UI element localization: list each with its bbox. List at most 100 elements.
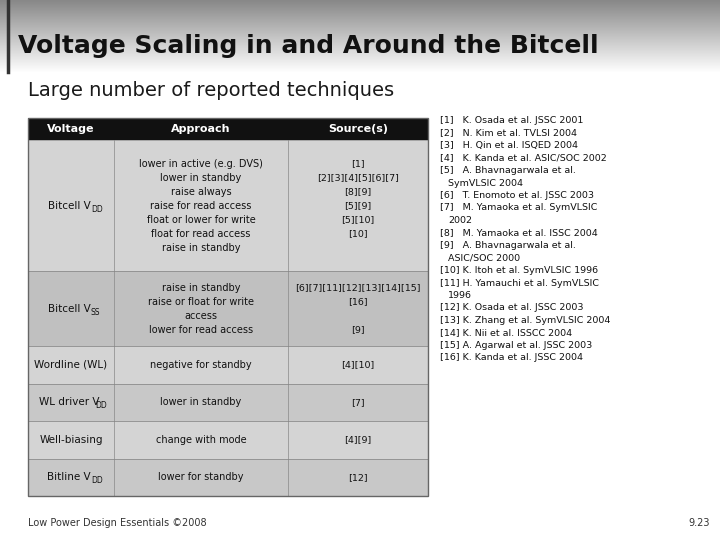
Bar bbox=[0, 71, 720, 72]
Bar bbox=[0, 41, 720, 42]
Text: Approach: Approach bbox=[171, 124, 230, 134]
Text: access: access bbox=[184, 310, 217, 321]
Text: [3]   H. Qin et al. ISQED 2004: [3] H. Qin et al. ISQED 2004 bbox=[440, 141, 578, 150]
Bar bbox=[0, 66, 720, 67]
Text: lower in active (e.g. DVS): lower in active (e.g. DVS) bbox=[139, 159, 263, 168]
Bar bbox=[0, 39, 720, 40]
Text: DD: DD bbox=[95, 401, 107, 410]
Text: [6]   T. Enomoto et al. JSSC 2003: [6] T. Enomoto et al. JSSC 2003 bbox=[440, 191, 594, 200]
FancyBboxPatch shape bbox=[28, 383, 428, 421]
Text: lower for read access: lower for read access bbox=[149, 325, 253, 335]
Text: [10] K. Itoh et al. SymVLSIC 1996: [10] K. Itoh et al. SymVLSIC 1996 bbox=[440, 266, 598, 275]
Bar bbox=[0, 34, 720, 35]
Text: lower in standby: lower in standby bbox=[161, 173, 242, 183]
Text: raise or float for write: raise or float for write bbox=[148, 296, 254, 307]
Text: Bitline V: Bitline V bbox=[48, 472, 91, 482]
Text: [8]   M. Yamaoka et al. ISSC 2004: [8] M. Yamaoka et al. ISSC 2004 bbox=[440, 228, 598, 238]
Text: Large number of reported techniques: Large number of reported techniques bbox=[28, 80, 394, 99]
Text: raise always: raise always bbox=[171, 187, 231, 197]
Bar bbox=[0, 3, 720, 4]
Text: lower in standby: lower in standby bbox=[161, 397, 242, 407]
Bar bbox=[0, 12, 720, 13]
Bar bbox=[0, 29, 720, 30]
Text: [1]   K. Osada et al. JSSC 2001: [1] K. Osada et al. JSSC 2001 bbox=[440, 116, 583, 125]
Text: raise for read access: raise for read access bbox=[150, 200, 252, 211]
Text: [7]: [7] bbox=[351, 398, 365, 407]
Bar bbox=[0, 47, 720, 48]
Text: 1996: 1996 bbox=[448, 291, 472, 300]
FancyBboxPatch shape bbox=[28, 346, 428, 383]
Text: lower for standby: lower for standby bbox=[158, 472, 244, 482]
Bar bbox=[0, 14, 720, 15]
Bar bbox=[0, 37, 720, 38]
Bar bbox=[0, 9, 720, 10]
Bar bbox=[0, 18, 720, 19]
Text: [8][9]: [8][9] bbox=[344, 187, 372, 196]
Text: Voltage: Voltage bbox=[48, 124, 95, 134]
Bar bbox=[0, 46, 720, 47]
Bar bbox=[0, 24, 720, 25]
Bar bbox=[0, 52, 720, 53]
Bar bbox=[0, 64, 720, 65]
Bar bbox=[0, 54, 720, 55]
Bar bbox=[0, 30, 720, 31]
Text: [7]   M. Yamaoka et al. SymVLSIC: [7] M. Yamaoka et al. SymVLSIC bbox=[440, 204, 598, 213]
Text: [5][10]: [5][10] bbox=[341, 215, 374, 224]
Bar bbox=[0, 53, 720, 54]
Text: WL driver V: WL driver V bbox=[39, 397, 99, 407]
Text: [4][10]: [4][10] bbox=[341, 360, 374, 369]
Text: [6][7][11][12][13][14][15]: [6][7][11][12][13][14][15] bbox=[295, 283, 420, 292]
Bar bbox=[0, 8, 720, 9]
Bar bbox=[0, 20, 720, 21]
Bar bbox=[0, 55, 720, 56]
Bar bbox=[0, 16, 720, 17]
Bar bbox=[0, 32, 720, 33]
Text: 2002: 2002 bbox=[448, 216, 472, 225]
Bar bbox=[0, 61, 720, 62]
Text: Wordline (WL): Wordline (WL) bbox=[35, 360, 107, 370]
Text: [2][3][4][5][6][7]: [2][3][4][5][6][7] bbox=[317, 173, 399, 182]
FancyBboxPatch shape bbox=[28, 118, 428, 140]
Text: [4]   K. Kanda et al. ASIC/SOC 2002: [4] K. Kanda et al. ASIC/SOC 2002 bbox=[440, 153, 607, 163]
Text: float for read access: float for read access bbox=[151, 228, 251, 239]
Text: [11] H. Yamauchi et al. SymVLSIC: [11] H. Yamauchi et al. SymVLSIC bbox=[440, 279, 599, 287]
Bar bbox=[0, 49, 720, 50]
Text: [2]   N. Kim et al. TVLSI 2004: [2] N. Kim et al. TVLSI 2004 bbox=[440, 129, 577, 138]
Text: float or lower for write: float or lower for write bbox=[147, 214, 256, 225]
Text: Voltage Scaling in and Around the Bitcell: Voltage Scaling in and Around the Bitcel… bbox=[18, 34, 598, 58]
Bar bbox=[0, 26, 720, 27]
Bar bbox=[0, 2, 720, 3]
Text: ASIC/SOC 2000: ASIC/SOC 2000 bbox=[448, 253, 520, 262]
Bar bbox=[0, 15, 720, 16]
Bar bbox=[0, 63, 720, 64]
Bar bbox=[0, 13, 720, 14]
Text: Well-biasing: Well-biasing bbox=[40, 435, 103, 445]
Bar bbox=[0, 43, 720, 44]
Text: [16]: [16] bbox=[348, 297, 368, 306]
Text: SS: SS bbox=[91, 308, 100, 316]
Text: [10]: [10] bbox=[348, 229, 368, 238]
Bar bbox=[0, 7, 720, 8]
Text: raise in standby: raise in standby bbox=[162, 242, 240, 253]
Bar bbox=[0, 6, 720, 7]
Bar bbox=[0, 0, 720, 1]
Text: Bitcell V: Bitcell V bbox=[48, 200, 91, 211]
Text: [14] K. Nii et al. ISSCC 2004: [14] K. Nii et al. ISSCC 2004 bbox=[440, 328, 572, 338]
FancyBboxPatch shape bbox=[28, 140, 428, 271]
FancyBboxPatch shape bbox=[28, 458, 428, 496]
Bar bbox=[0, 17, 720, 18]
Bar bbox=[0, 27, 720, 28]
Bar bbox=[0, 40, 720, 41]
FancyBboxPatch shape bbox=[28, 421, 428, 458]
Text: 9.23: 9.23 bbox=[688, 518, 710, 528]
Text: [15] A. Agarwal et al. JSSC 2003: [15] A. Agarwal et al. JSSC 2003 bbox=[440, 341, 593, 350]
Bar bbox=[0, 5, 720, 6]
Bar bbox=[0, 56, 720, 57]
Text: [13] K. Zhang et al. SymVLSIC 2004: [13] K. Zhang et al. SymVLSIC 2004 bbox=[440, 316, 611, 325]
Bar bbox=[0, 11, 720, 12]
Text: [12] K. Osada et al. JSSC 2003: [12] K. Osada et al. JSSC 2003 bbox=[440, 303, 583, 313]
Bar bbox=[0, 21, 720, 22]
Text: DD: DD bbox=[91, 205, 102, 214]
Bar bbox=[0, 1, 720, 2]
Bar bbox=[0, 33, 720, 34]
